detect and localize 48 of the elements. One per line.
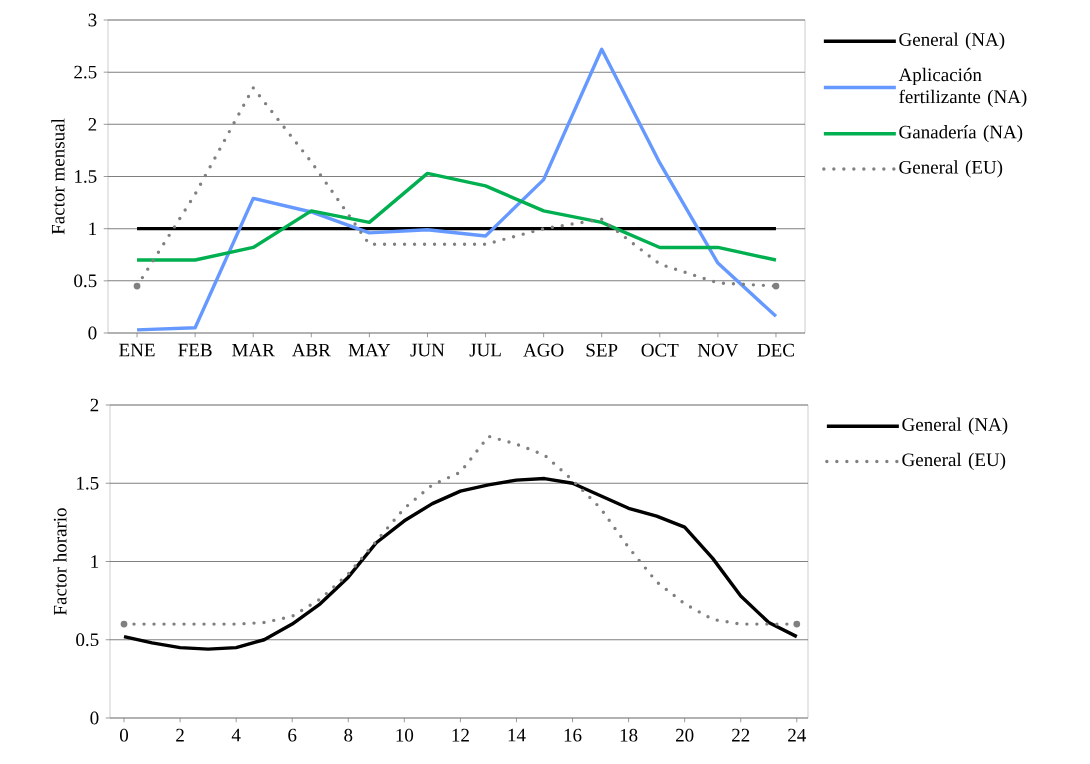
x-tick-label: 2 xyxy=(176,728,184,742)
x-tick-label: 16 xyxy=(564,728,582,742)
y-tick-label: 0 xyxy=(88,326,97,340)
x-tick-label: MAR xyxy=(232,343,275,357)
x-tick-label: DEC xyxy=(757,343,794,357)
x-tick-label: 14 xyxy=(508,728,526,742)
legend-label: Aplicación fertilizante (NA) xyxy=(898,67,1027,108)
x-tick-label: 20 xyxy=(675,728,694,742)
legend-label: General (EU) xyxy=(902,452,1006,471)
x-tick-label: 6 xyxy=(288,728,297,742)
y-tick-label: 1 xyxy=(89,222,97,235)
y-axis-title: Factor horario xyxy=(53,508,67,616)
x-tick-label: 10 xyxy=(396,728,414,742)
legend-label: General (NA) xyxy=(902,417,1008,435)
x-tick-label: MAY xyxy=(348,343,391,357)
x-tick-label: FEB xyxy=(178,343,212,357)
legend-label: Ganadería (NA) xyxy=(899,125,1023,143)
y-axis-title: Factor mensual xyxy=(51,118,65,235)
y-tick-label: 2.5 xyxy=(74,65,97,79)
x-tick-label: NOV xyxy=(697,343,739,357)
y-tick-label: 1.5 xyxy=(77,476,99,490)
line-series xyxy=(135,47,778,332)
x-tick-label: 0 xyxy=(119,728,129,742)
y-tick-label: 0.5 xyxy=(74,274,97,288)
x-tick-label: OCT xyxy=(641,343,679,357)
x-tick-label: 24 xyxy=(788,728,806,742)
x-tick-label: 4 xyxy=(231,728,241,742)
x-tick-label: SEP xyxy=(586,343,618,357)
x-tick-label: ENE xyxy=(119,343,155,357)
x-tick-label: 12 xyxy=(452,728,469,742)
legend-label: General (EU) xyxy=(899,160,1003,178)
x-tick-label: JUL xyxy=(469,343,501,357)
x-tick-label: 22 xyxy=(732,728,750,742)
line-series xyxy=(135,171,778,262)
y-tick-label: 1 xyxy=(91,555,99,568)
y-tick-label: 3 xyxy=(88,13,97,27)
x-tick-label: AGO xyxy=(523,343,564,357)
y-tick-label: 0 xyxy=(90,711,99,725)
x-tick-label: ABR xyxy=(291,343,331,357)
x-tick-label: JUN xyxy=(410,343,445,357)
y-tick-label: 0.5 xyxy=(76,633,99,647)
y-tick-label: 2 xyxy=(88,118,97,131)
x-tick-label: 8 xyxy=(344,728,353,742)
line-series xyxy=(122,476,799,651)
y-tick-label: 2 xyxy=(90,398,99,412)
x-tick-label: 18 xyxy=(620,728,638,742)
legend-label: General (NA) xyxy=(899,32,1005,50)
y-tick-label: 1.5 xyxy=(75,170,97,183)
